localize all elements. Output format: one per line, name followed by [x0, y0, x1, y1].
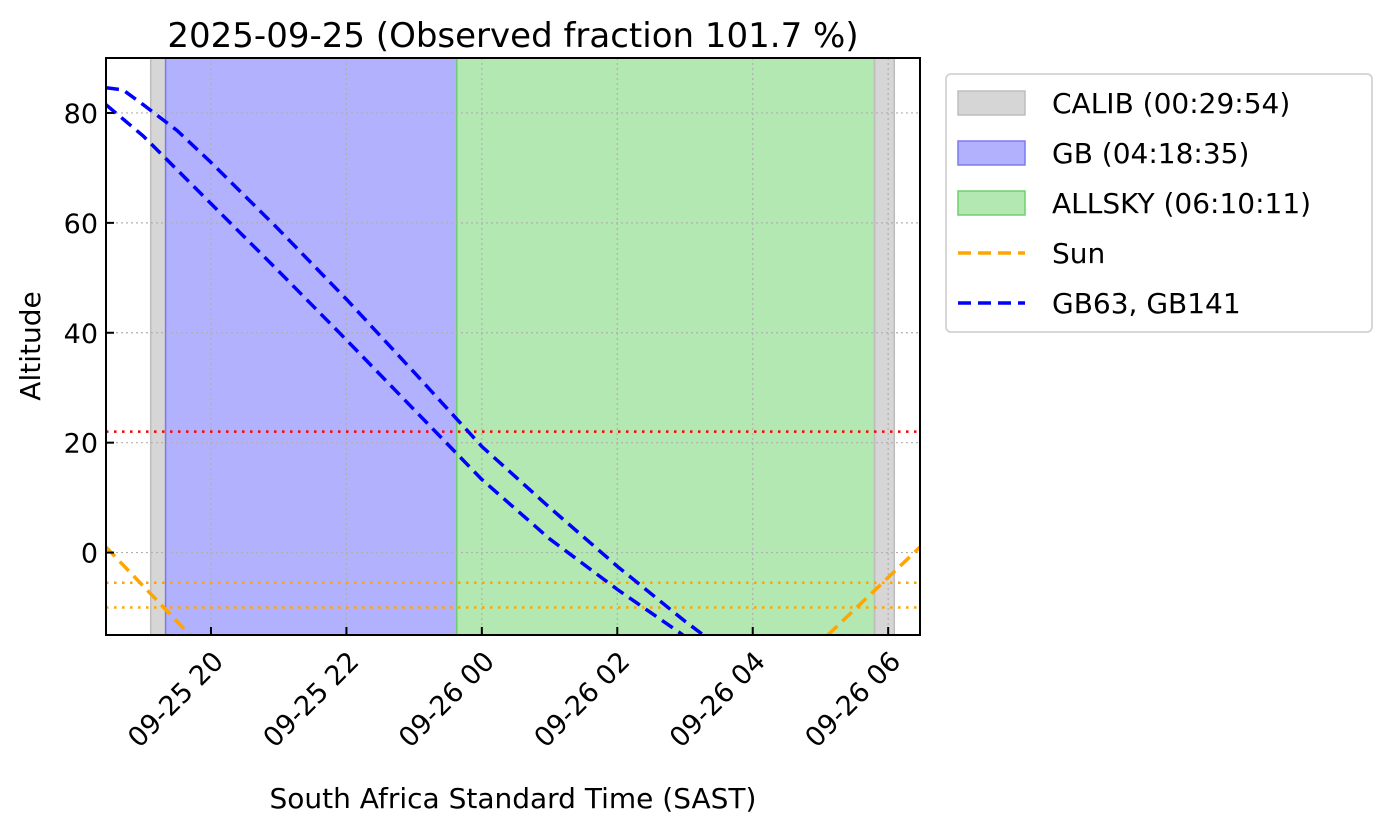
region-allsky	[456, 58, 876, 635]
legend-box	[945, 73, 1373, 333]
x-tick-label: 09-26 00	[393, 646, 501, 754]
y-tick-label: 40	[64, 319, 98, 350]
y-tick-label: 20	[64, 429, 98, 460]
legend-swatch	[957, 190, 1026, 216]
region-gb	[164, 58, 458, 635]
series-sun-line	[106, 545, 192, 635]
series-gb141-line	[106, 103, 684, 635]
legend: CALIB (00:29:54) GB (04:18:35) ALLSKY (06:…	[945, 73, 1373, 333]
legend-label: Sun	[1052, 237, 1105, 270]
chart-title: 2025-09-25 (Observed fraction 101.7 %)	[167, 16, 858, 56]
x-tick-label: 09-26 06	[799, 646, 907, 754]
legend-label: CALIB (00:29:54)	[1052, 87, 1290, 120]
legend-swatch	[957, 140, 1026, 166]
legend-label: GB (04:18:35)	[1052, 137, 1249, 170]
legend-label: GB63, GB141	[1052, 287, 1241, 320]
legend-swatch	[957, 90, 1026, 116]
series-gb63-line	[106, 85, 705, 635]
series-sun-line	[826, 545, 920, 635]
plot-inner	[106, 58, 920, 635]
y-tick-label: 80	[64, 99, 98, 130]
x-tick-label: 09-26 04	[664, 646, 772, 754]
plot-area: 09-25 20 09-25 22 09-26 00 09-26 02 09-26 04…	[64, 57, 921, 754]
x-tick-label: 09-25 22	[258, 646, 366, 754]
plot-frame	[105, 57, 921, 636]
x-tick-label: 09-25 20	[122, 646, 230, 754]
legend-label: ALLSKY (06:10:11)	[1052, 187, 1311, 220]
y-tick-label: 60	[64, 209, 98, 240]
x-tick-label: 09-26 02	[528, 646, 636, 754]
y-tick-label: 0	[81, 539, 98, 570]
y-axis-label: Altitude	[14, 291, 47, 400]
region-calib	[873, 58, 896, 635]
x-axis-label: South Africa Standard Time (SAST)	[270, 782, 757, 815]
